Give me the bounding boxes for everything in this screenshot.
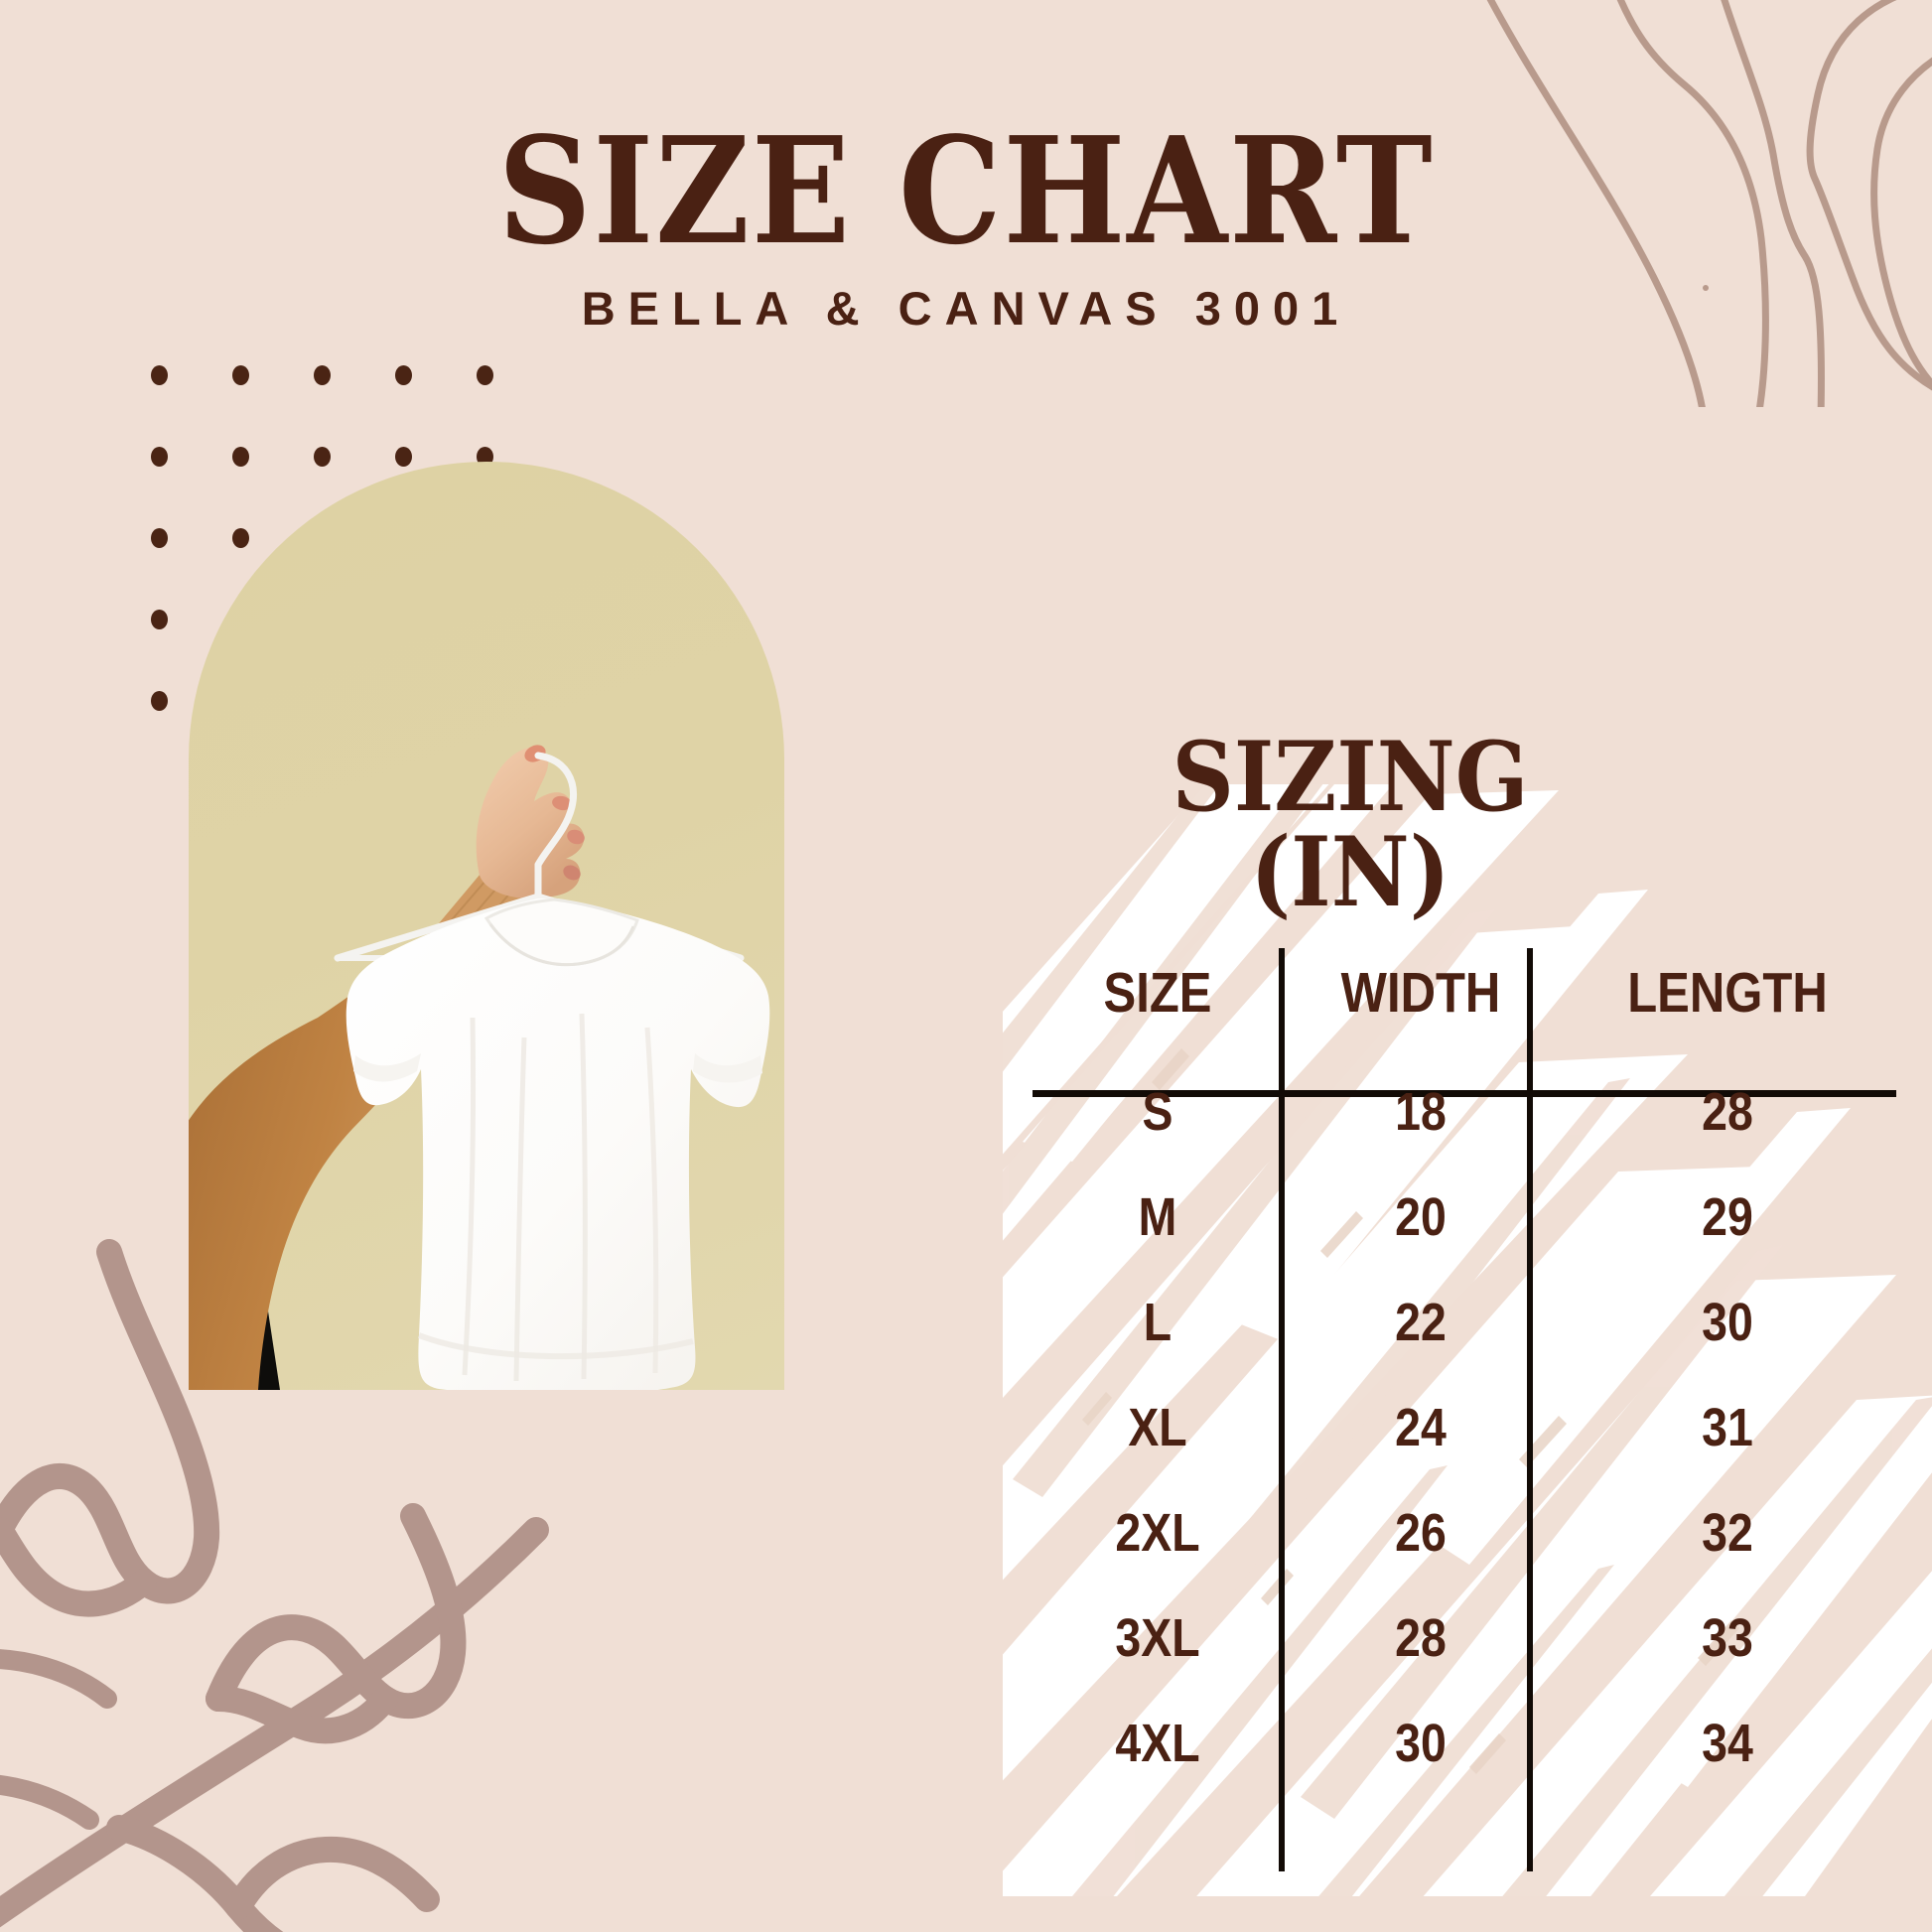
cell-size: 4XL (1115, 1714, 1200, 1773)
brush-stroke-panel (1003, 784, 1932, 1896)
cell-size: M (1138, 1187, 1177, 1247)
dot (395, 365, 412, 385)
table-row: L 22 30 (1033, 1270, 1896, 1375)
page-title: SIZE CHART (497, 104, 1435, 277)
shirt-sleeve-cuff-right (693, 1053, 762, 1083)
dot (151, 365, 168, 385)
dot (314, 365, 331, 385)
table-divider-1 (1279, 948, 1285, 1871)
cell-width: 24 (1395, 1398, 1447, 1457)
cell-width: 30 (1395, 1714, 1447, 1773)
cell-length: 32 (1702, 1503, 1753, 1563)
table-row: S 18 28 (1033, 1059, 1896, 1165)
cell-size: 3XL (1115, 1608, 1200, 1668)
cell-length: 30 (1702, 1293, 1753, 1352)
white-tshirt (345, 898, 770, 1390)
cell-width: 18 (1395, 1082, 1447, 1142)
dot (151, 447, 168, 467)
cell-width: 22 (1395, 1293, 1447, 1352)
dot (232, 528, 249, 548)
cell-width: 26 (1395, 1503, 1447, 1563)
dot (314, 447, 331, 467)
column-header-width: WIDTH (1340, 961, 1501, 1025)
page-subtitle: BELLA & CANVAS 3001 (581, 282, 1351, 335)
cell-width: 20 (1395, 1187, 1447, 1247)
cell-size: L (1143, 1293, 1173, 1352)
dot (151, 610, 168, 629)
dot (151, 528, 168, 548)
cell-length: 29 (1702, 1187, 1753, 1247)
dot (232, 365, 249, 385)
dot (477, 365, 493, 385)
cell-width: 28 (1395, 1608, 1447, 1668)
table-header-row: SIZE WIDTH LENGTH (1033, 948, 1896, 1059)
table-divider-2 (1527, 948, 1533, 1871)
cell-size: XL (1128, 1398, 1187, 1457)
size-table: SIZE WIDTH LENGTH S 18 28 M 20 29 L 22 3… (1033, 948, 1896, 1796)
cell-length: 33 (1702, 1608, 1753, 1668)
sizing-title: SIZING (IN) (1172, 721, 1529, 928)
dot (232, 447, 249, 467)
table-row: 2XL 26 32 (1033, 1480, 1896, 1586)
cell-length: 34 (1702, 1714, 1753, 1773)
table-row: M 20 29 (1033, 1165, 1896, 1270)
column-header-size: SIZE (1103, 961, 1212, 1025)
cell-size: 2XL (1115, 1503, 1200, 1563)
hand (476, 747, 585, 898)
table-row: 3XL 28 33 (1033, 1586, 1896, 1691)
column-header-length: LENGTH (1627, 961, 1828, 1025)
dot (395, 447, 412, 467)
cell-length: 31 (1702, 1398, 1753, 1457)
product-photo (189, 462, 784, 1390)
table-row: 4XL 30 34 (1033, 1691, 1896, 1796)
cell-size: S (1142, 1082, 1173, 1142)
dot (151, 691, 168, 711)
table-header-rule (1033, 1090, 1896, 1097)
table-row: XL 24 31 (1033, 1375, 1896, 1480)
shirt-sleeve-cuff-left (353, 1053, 421, 1082)
cell-length: 28 (1702, 1082, 1753, 1142)
